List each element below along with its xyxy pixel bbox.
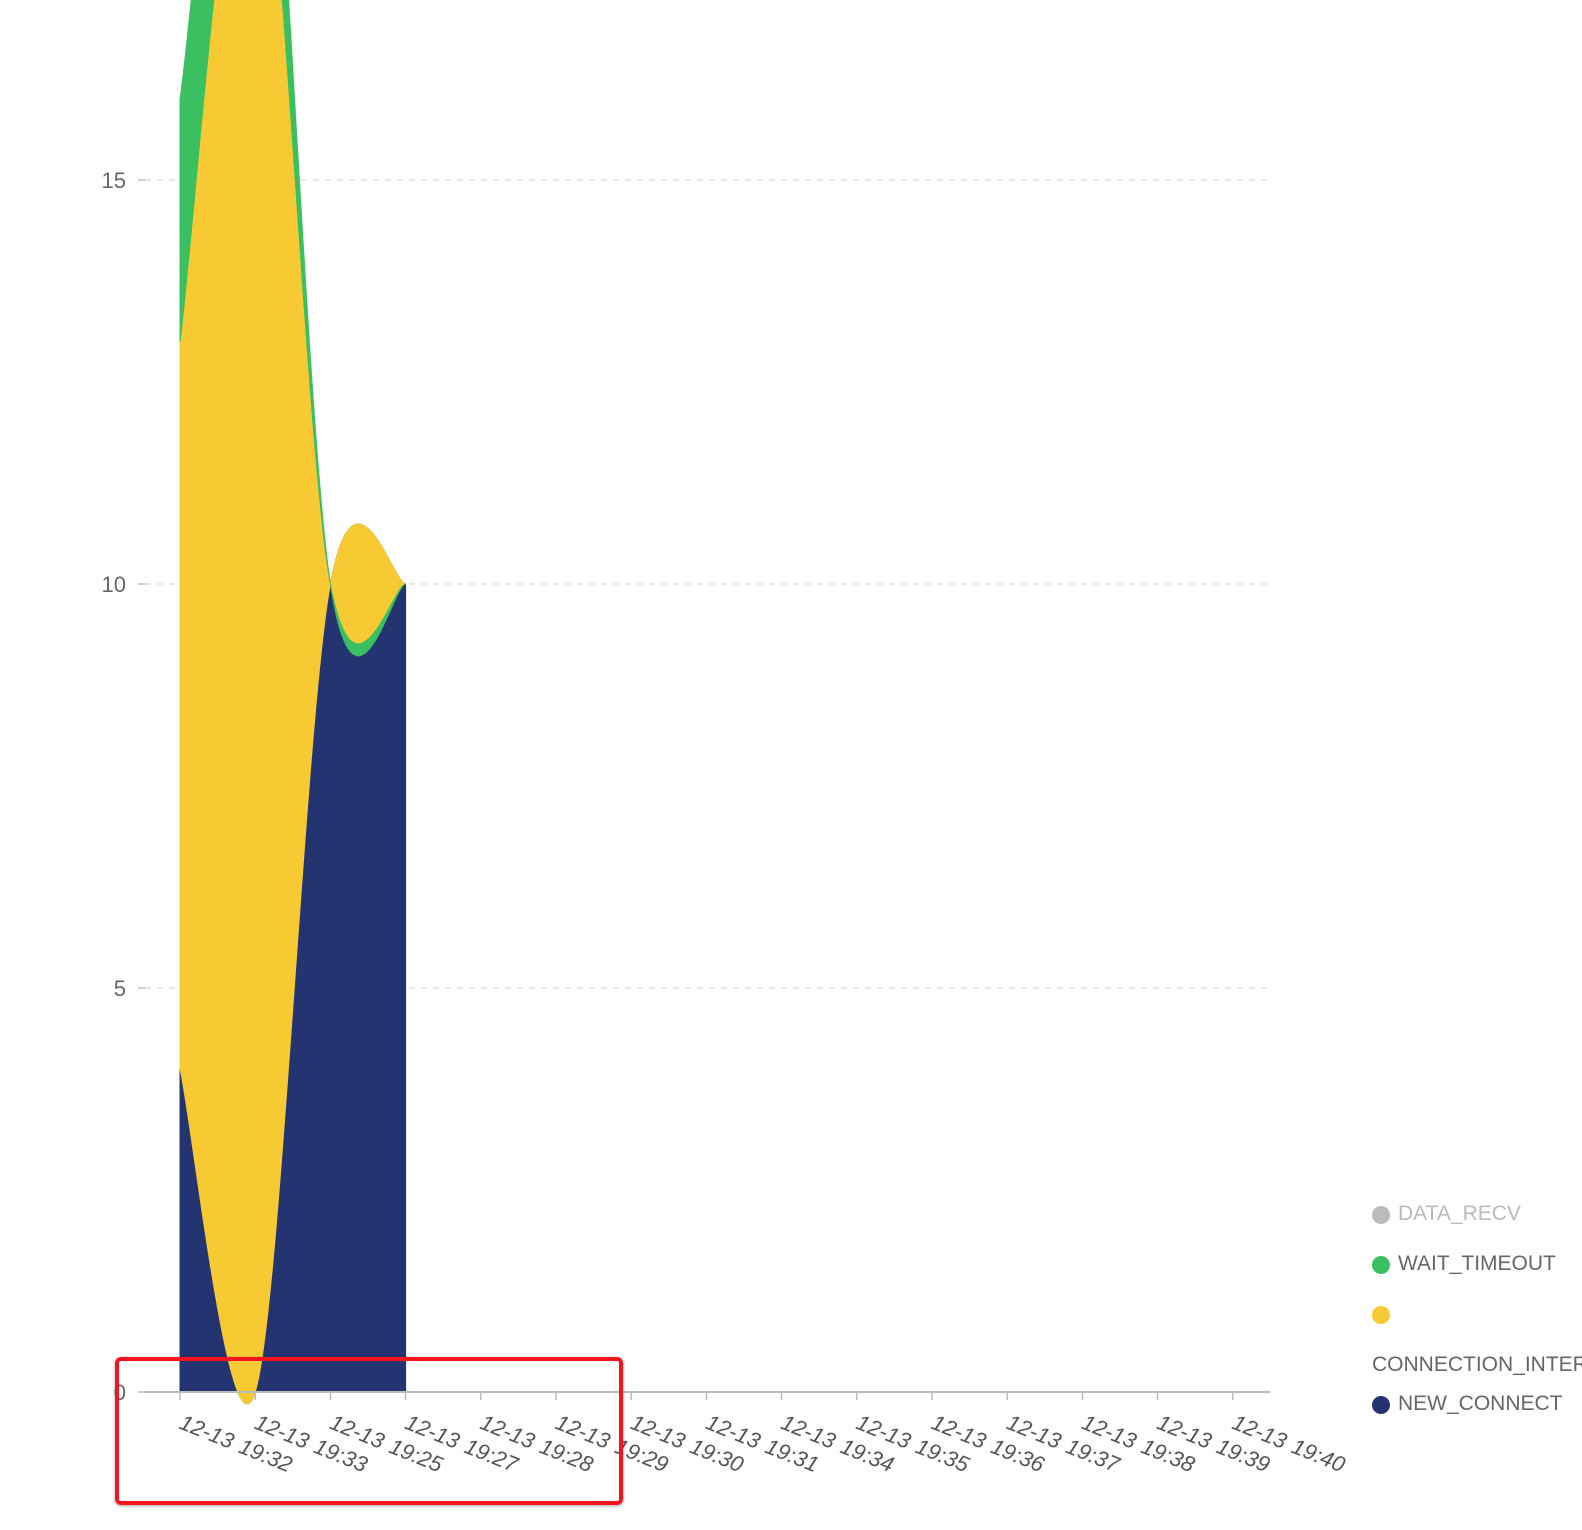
- y-tick-label: 15: [102, 168, 126, 193]
- y-tick-label: 5: [114, 976, 126, 1001]
- legend-label: NEW_CONNECT: [1398, 1392, 1563, 1415]
- legend-item-wait-timeout[interactable]: WAIT_TIMEOUT: [1372, 1252, 1582, 1302]
- legend-label: CONNECTION_INTERRUPT: [1372, 1353, 1582, 1376]
- legend-dot-icon: [1372, 1396, 1390, 1414]
- legend-dot-icon: [1372, 1206, 1390, 1224]
- y-tick-label: 10: [102, 572, 126, 597]
- legend-item-data-recv[interactable]: DATA_RECV: [1372, 1202, 1582, 1252]
- legend-dot-icon: [1372, 1256, 1390, 1274]
- highlight-annotation-box: [115, 1357, 623, 1505]
- legend-label: WAIT_TIMEOUT: [1398, 1252, 1556, 1275]
- area-wait-timeout: [179, 0, 406, 657]
- legend-item-connection-interrupt[interactable]: CONNECTION_INTERRUPT: [1372, 1302, 1582, 1392]
- legend-label: DATA_RECV: [1398, 1202, 1521, 1225]
- legend-item-new-connect[interactable]: NEW_CONNECT: [1372, 1392, 1582, 1442]
- legend: DATA_RECV WAIT_TIMEOUT CONNECTION_INTERR…: [1372, 1202, 1582, 1442]
- legend-dot-icon: [1372, 1306, 1390, 1324]
